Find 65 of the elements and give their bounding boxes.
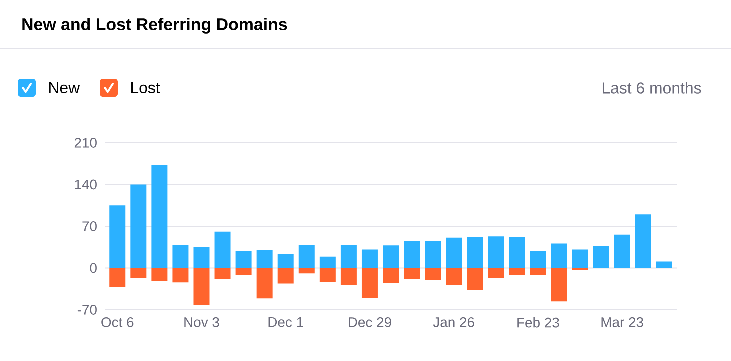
legend-label: New	[50, 82, 80, 94]
bar	[425, 268, 442, 280]
bar	[278, 254, 294, 268]
bar	[340, 268, 357, 286]
bar	[614, 234, 630, 268]
bar	[256, 268, 273, 299]
bar	[214, 232, 231, 268]
bar	[593, 246, 610, 268]
bar	[256, 250, 273, 268]
x-tick-label: Dec 29	[349, 318, 392, 328]
bar	[110, 268, 126, 288]
bar	[425, 241, 442, 268]
bar	[509, 268, 526, 276]
y-tick-label: 210	[74, 138, 97, 148]
bar	[530, 268, 546, 276]
bar	[130, 268, 147, 278]
bar	[152, 165, 168, 268]
text: Last 6 months	[602, 82, 702, 94]
bar	[236, 252, 252, 268]
bar	[488, 268, 504, 278]
bar	[404, 268, 420, 279]
y-tick-label: 140	[75, 180, 97, 190]
bar	[298, 268, 315, 274]
bar	[383, 268, 400, 284]
bar	[467, 237, 484, 268]
bar	[320, 256, 336, 268]
bar	[172, 244, 189, 268]
bar	[404, 241, 420, 268]
y-tick-label: 70	[82, 222, 97, 232]
bar	[467, 268, 484, 290]
x-tick-label: Feb 23	[518, 318, 560, 328]
chart-title: New and Lost Referring Domains	[22, 18, 288, 34]
bar	[130, 184, 147, 268]
bar	[509, 237, 526, 268]
x-tick-label: Dec 1	[268, 318, 304, 328]
y-tick-label: 0	[90, 263, 97, 274]
bar	[152, 268, 168, 282]
bar	[172, 268, 189, 283]
bar	[572, 250, 588, 268]
bar	[635, 214, 652, 268]
bar	[530, 250, 546, 268]
y-tick-label: -70	[78, 305, 97, 315]
bar	[551, 268, 568, 302]
bar	[214, 268, 231, 279]
bar	[236, 268, 252, 276]
bar	[278, 268, 294, 284]
bar	[110, 206, 126, 268]
x-tick-label: Oct 6	[102, 318, 134, 328]
bar	[362, 250, 378, 268]
bar	[194, 247, 210, 268]
legend-label: Lost	[132, 82, 160, 94]
x-tick-label: Nov 3	[184, 318, 220, 328]
bar	[362, 268, 378, 298]
bar	[194, 268, 210, 306]
bar	[656, 262, 672, 268]
x-tick-label: Mar 23	[602, 318, 644, 328]
bar	[551, 244, 568, 268]
bar	[320, 268, 336, 282]
bar	[298, 244, 315, 268]
bar	[446, 268, 462, 285]
bar	[340, 244, 357, 268]
bar	[488, 236, 504, 268]
x-tick-label: Jan 26	[433, 318, 474, 328]
bar	[383, 246, 400, 268]
bar	[446, 238, 462, 268]
